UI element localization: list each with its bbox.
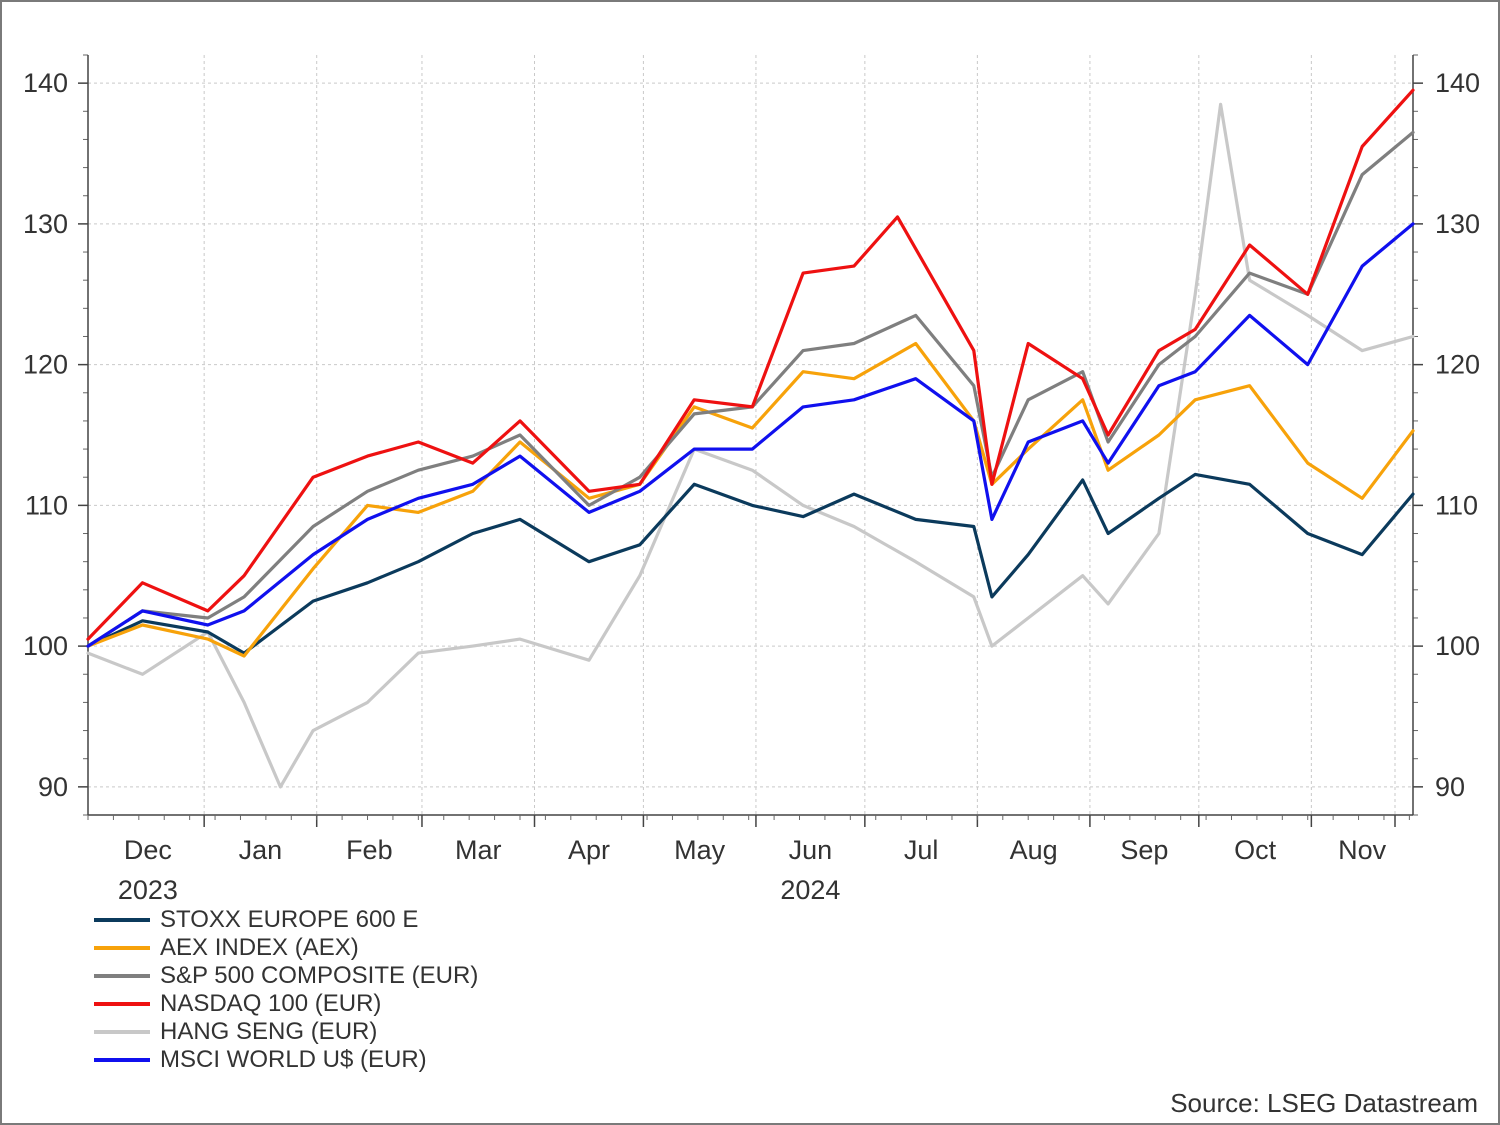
x-month-label: Mar	[455, 835, 502, 865]
legend-swatch	[94, 946, 150, 950]
series-line-s-p-500-composite-eur	[86, 130, 1415, 648]
x-month-label: Jan	[239, 835, 283, 865]
legend-swatch	[94, 1058, 150, 1062]
series-line-msci-world-u-eur	[86, 222, 1415, 648]
series-line-aex-index-aex	[86, 341, 1415, 658]
y-tick-label-right: 120	[1435, 350, 1480, 380]
y-tick-label-left: 130	[23, 209, 68, 239]
y-tick-label-right: 140	[1435, 68, 1480, 98]
y-tick-label-right: 90	[1435, 772, 1465, 802]
y-tick-label-right: 100	[1435, 631, 1480, 661]
x-month-label: Nov	[1338, 835, 1387, 865]
legend-item: MSCI WORLD U$ (EUR)	[94, 1046, 478, 1074]
x-month-label: Sep	[1120, 835, 1168, 865]
legend-swatch	[94, 974, 150, 978]
x-year-label: 2023	[118, 875, 178, 905]
legend-label: AEX INDEX (AEX)	[160, 934, 359, 961]
legend-label: HANG SENG (EUR)	[160, 1018, 378, 1045]
legend-swatch	[94, 1030, 150, 1034]
y-tick-label-left: 140	[23, 68, 68, 98]
x-month-label: May	[674, 835, 726, 865]
legend-swatch	[94, 918, 150, 922]
x-month-label: Apr	[568, 835, 610, 865]
x-month-label: Oct	[1234, 835, 1277, 865]
x-year-label: 2024	[780, 875, 840, 905]
series-line-stoxx-europe-600-e	[86, 472, 1415, 655]
y-tick-label-right: 130	[1435, 209, 1480, 239]
source-note: Source: LSEG Datastream	[1170, 1088, 1478, 1118]
legend-label: S&P 500 COMPOSITE (EUR)	[160, 962, 479, 989]
legend-label: MSCI WORLD U$ (EUR)	[160, 1046, 427, 1073]
legend-swatch	[94, 1002, 150, 1006]
legend-item: HANG SENG (EUR)	[94, 1018, 478, 1046]
series-line-nasdaq-100-eur	[86, 88, 1415, 641]
legend-label: STOXX EUROPE 600 E	[160, 906, 419, 933]
x-month-label: Aug	[1010, 835, 1058, 865]
y-tick-label-left: 110	[25, 490, 68, 520]
x-month-label: Jul	[904, 835, 939, 865]
x-month-label: Feb	[346, 835, 393, 865]
legend-item: NASDAQ 100 (EUR)	[94, 990, 478, 1018]
x-month-label: Jun	[789, 835, 833, 865]
legend-item: AEX INDEX (AEX)	[94, 934, 478, 962]
series-line-hang-seng-eur	[86, 102, 1415, 789]
x-month-label: Dec	[124, 835, 172, 865]
y-tick-label-left: 90	[38, 772, 68, 802]
legend-item: STOXX EUROPE 600 E	[94, 906, 478, 934]
legend-label: NASDAQ 100 (EUR)	[160, 990, 382, 1017]
y-tick-label-right: 110	[1435, 490, 1478, 520]
legend: STOXX EUROPE 600 E AEX INDEX (AEX) S&P 500…	[94, 906, 478, 1074]
y-tick-label-left: 100	[23, 631, 68, 661]
legend-item: S&P 500 COMPOSITE (EUR)	[94, 962, 478, 990]
y-tick-label-left: 120	[23, 350, 68, 380]
